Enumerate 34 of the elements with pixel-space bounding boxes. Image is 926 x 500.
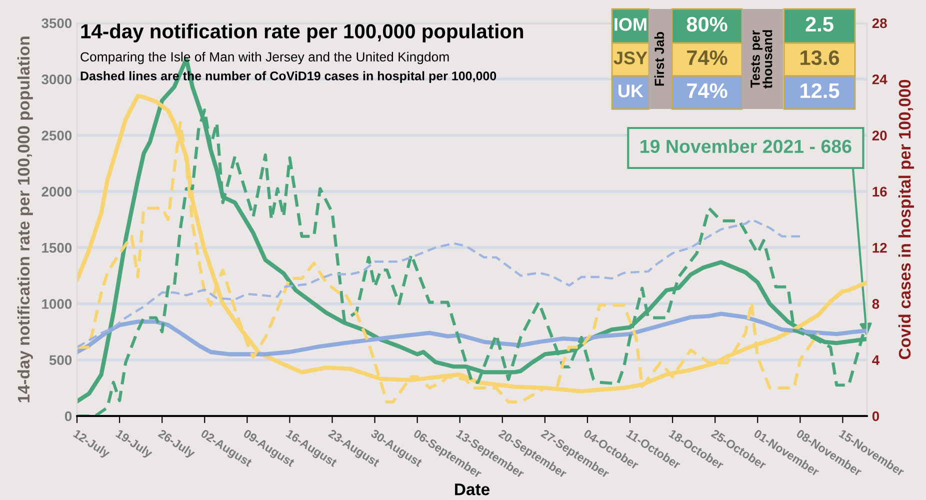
- y2-tick-label: 24: [872, 74, 888, 84]
- y-tick-label: 3000: [42, 74, 72, 84]
- y2-tick-label: 20: [872, 130, 887, 140]
- annotation: 74%: [687, 83, 728, 98]
- x-axis-title: Date: [455, 484, 490, 496]
- chart-title: 14-day notification rate per 100,000 population: [81, 24, 524, 42]
- y-tick-label: 2000: [42, 186, 72, 197]
- legend-label: UK: [618, 84, 644, 98]
- y2-tick-label: 28: [872, 18, 887, 28]
- y2-axis-title: Covid cases in hospital per 100,000: [898, 80, 914, 360]
- legend-label: IOM: [614, 18, 646, 31]
- annotation: 2.5: [806, 16, 834, 32]
- legend-label: JSY: [614, 52, 648, 64]
- y-tick-label: 3500: [42, 18, 72, 28]
- y-tick-label: 500: [49, 355, 72, 366]
- line-series: [77, 218, 802, 348]
- y-tick-label: 0: [64, 411, 72, 422]
- annotation: 19 November 2021 - 686: [640, 139, 852, 154]
- y-axis-title: 14-day notification rate per 100,000 population: [17, 36, 33, 402]
- annotation: 12.5: [800, 83, 840, 98]
- annotation: First Jab: [654, 32, 664, 86]
- y2-tick-label: 8: [872, 299, 880, 309]
- annotation: Tests per thousand: [750, 30, 772, 89]
- y-tick-label: 1500: [42, 242, 72, 253]
- annotation: 13.6: [800, 50, 840, 66]
- y2-tick-label: 16: [872, 186, 887, 197]
- y2-tick-label: 12: [872, 242, 887, 253]
- y2-tick-label: 4: [872, 355, 880, 365]
- annotation: 80%: [686, 16, 728, 32]
- text: Comparing the Isle of Man with Jersey and the United Kingdom: [80, 52, 449, 64]
- y-tick-label: 1000: [42, 299, 72, 309]
- annotation: 74%: [687, 50, 728, 66]
- y-tick-label: 2500: [42, 130, 72, 140]
- y2-tick-label: 0: [872, 411, 880, 422]
